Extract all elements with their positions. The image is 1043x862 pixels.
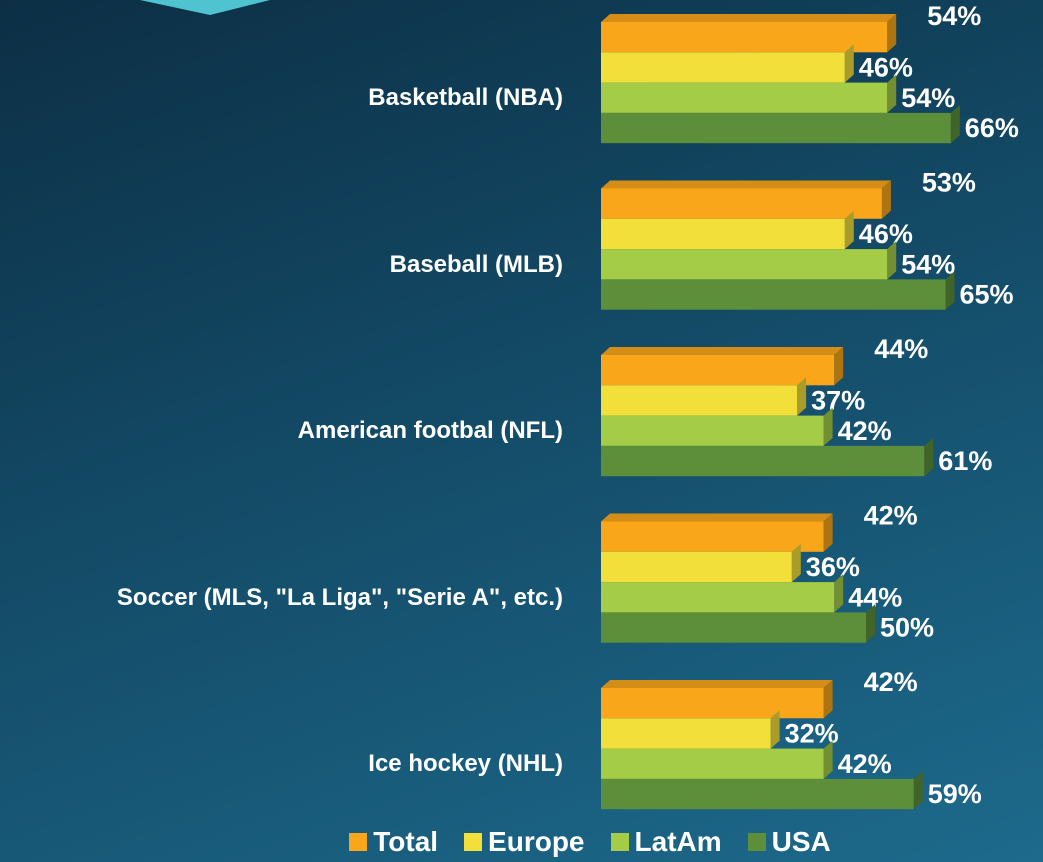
data-label: 42% <box>864 667 918 697</box>
bar <box>601 521 824 552</box>
bar-side <box>913 770 923 810</box>
bar <box>601 688 824 719</box>
bar-side <box>797 377 807 416</box>
legend-swatch <box>349 833 368 851</box>
bar <box>601 612 866 643</box>
bar <box>601 385 798 416</box>
legend-label: Europe <box>488 826 585 857</box>
data-label: 50% <box>880 613 934 643</box>
legend-item: Total <box>349 826 438 858</box>
category-label: Soccer (MLS, "La Liga", "Serie A", etc.) <box>116 583 563 611</box>
data-label: 65% <box>960 280 1014 310</box>
bar <box>601 52 845 83</box>
bar <box>601 355 835 386</box>
bar <box>601 22 888 53</box>
data-label: 42% <box>838 416 892 446</box>
data-label: 66% <box>965 113 1019 143</box>
bar-top <box>601 680 833 688</box>
bar <box>601 748 824 779</box>
bar-side <box>887 14 897 53</box>
bar <box>601 445 925 477</box>
bar-side <box>823 513 833 552</box>
bar-top <box>601 513 833 522</box>
legend-label: LatAm <box>634 826 722 857</box>
bar-side <box>791 543 801 583</box>
data-label: 46% <box>859 219 913 249</box>
data-label: 46% <box>859 53 913 83</box>
bar <box>601 778 914 810</box>
bar <box>601 415 824 446</box>
bar-side <box>834 574 844 613</box>
data-label: 59% <box>928 779 982 809</box>
category-label: Baseball (MLB) <box>389 250 563 278</box>
bar <box>601 82 888 113</box>
bar-side <box>924 437 934 477</box>
data-label: 37% <box>811 386 865 416</box>
bar-side <box>770 710 780 749</box>
legend-swatch <box>610 833 629 851</box>
legend-label: USA <box>771 826 831 857</box>
data-label: 53% <box>922 168 976 198</box>
data-label: 54% <box>901 249 955 279</box>
legend-item: USA <box>747 826 831 858</box>
data-label: 42% <box>838 749 892 779</box>
bar <box>601 188 882 219</box>
bar-side <box>844 44 854 83</box>
decoration <box>140 0 270 15</box>
legend-swatch <box>747 833 766 851</box>
bar-side <box>844 210 854 250</box>
bar-side <box>866 604 875 643</box>
bar-side <box>823 740 833 779</box>
data-label: 54% <box>901 83 955 113</box>
bar-top <box>601 14 897 22</box>
bar-side <box>887 74 897 113</box>
category-label: American footbal (NFL) <box>297 417 563 444</box>
bar-top <box>601 180 891 189</box>
data-label: 42% <box>864 501 918 531</box>
legend-label: Total <box>373 826 439 857</box>
bar-side <box>945 271 955 310</box>
bar <box>601 551 792 583</box>
bar <box>601 279 946 310</box>
bar-top <box>601 347 844 355</box>
bar-side <box>887 241 897 280</box>
data-label: 44% <box>874 334 928 364</box>
bar-side <box>823 680 833 719</box>
bar-side <box>834 347 844 386</box>
data-label: 54% <box>927 1 981 31</box>
bar-side <box>950 104 960 144</box>
bar <box>601 112 951 144</box>
data-label: 36% <box>806 552 860 582</box>
category-label: Ice hockey (NHL) <box>368 750 563 777</box>
bar <box>601 249 888 280</box>
bar-side <box>823 407 833 446</box>
bar-side <box>881 180 891 219</box>
legend-item: LatAm <box>610 826 722 858</box>
bar <box>601 582 835 613</box>
data-label: 44% <box>848 582 902 612</box>
bar <box>601 218 845 250</box>
bar <box>601 718 771 749</box>
legend-swatch <box>464 833 483 851</box>
legend-item: Europe <box>464 826 585 858</box>
category-label: Basketball (NBA) <box>368 84 563 111</box>
data-label: 61% <box>938 446 992 476</box>
legend: Total Europe LatAm USA <box>0 826 1043 858</box>
